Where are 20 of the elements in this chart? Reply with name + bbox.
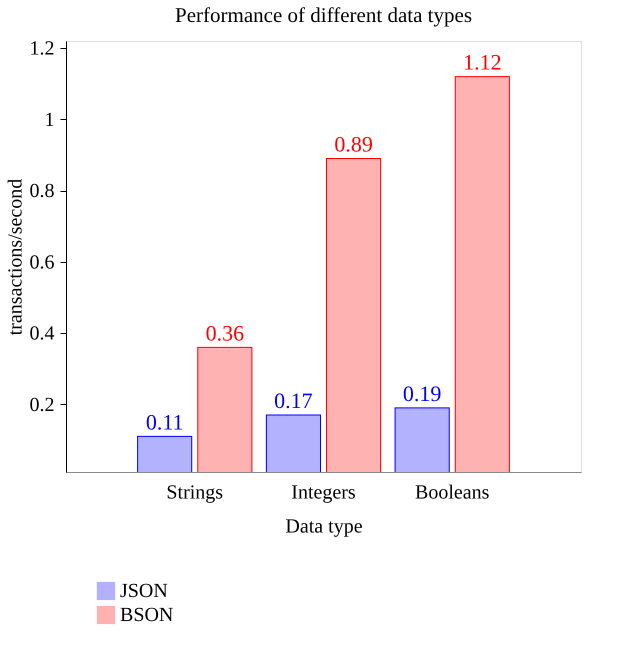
data-label: 1.12 — [463, 50, 502, 75]
y-tick-label: 0.4 — [30, 322, 54, 345]
data-label: 0.11 — [146, 409, 184, 434]
data-label: 0.17 — [274, 388, 313, 414]
chart-title: Performance of different data types — [175, 3, 472, 28]
legend-label: JSON — [120, 580, 168, 602]
y-tick-label: 1 — [44, 108, 54, 131]
x-tick-label: Integers — [291, 482, 356, 504]
y-tick-label: 0.2 — [30, 394, 54, 416]
y-axis-title: transactions/second — [4, 178, 26, 336]
data-label: 0.89 — [334, 132, 373, 157]
legend-label: BSON — [120, 604, 174, 626]
x-axis-title: Data type — [285, 516, 363, 538]
y-tick-label: 0.8 — [30, 180, 54, 202]
data-label: 0.36 — [206, 320, 244, 346]
x-tick-label: Strings — [166, 482, 224, 504]
data-label: 0.19 — [402, 380, 442, 406]
y-tick-label: 0.6 — [30, 251, 54, 274]
y-tick-label: 1.2 — [30, 38, 54, 60]
x-tick-label: Booleans — [415, 482, 490, 504]
